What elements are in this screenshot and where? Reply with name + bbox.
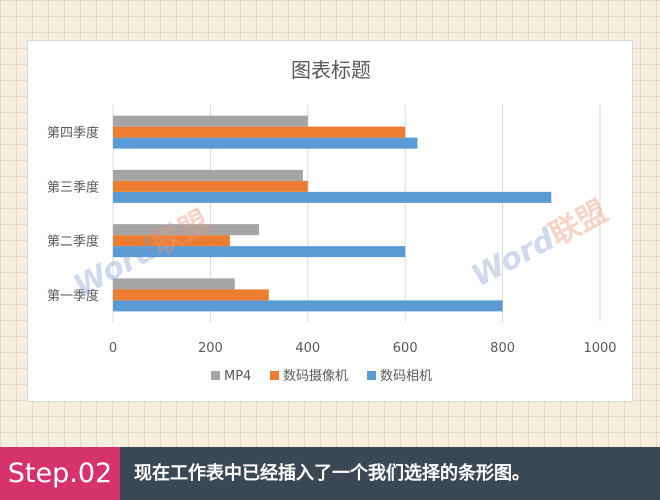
bar-数码相机-第一季度 — [113, 300, 503, 312]
bar-数码相机-第四季度 — [113, 137, 418, 149]
chart-title: 图表标题 — [291, 58, 371, 82]
bar-数码摄像机-第四季度 — [113, 126, 406, 138]
step-caption: 现在工作表中已经插入了一个我们选择的条形图。 — [134, 463, 530, 484]
bar-数码摄像机-第三季度 — [113, 180, 308, 192]
step-badge: Step.02 — [0, 447, 120, 500]
category-label: 第三季度 — [47, 179, 99, 195]
bar-数码相机-第三季度 — [113, 191, 552, 203]
bar-MP4-第二季度 — [113, 224, 260, 236]
category-label: 第四季度 — [47, 125, 99, 141]
x-tick-label: 800 — [490, 341, 515, 356]
legend-label: MP4 — [224, 369, 251, 384]
x-tick-label: 200 — [198, 341, 223, 356]
footer-bar: Step.02 现在工作表中已经插入了一个我们选择的条形图。 — [0, 447, 660, 500]
x-tick-label: 600 — [393, 341, 418, 356]
bar-MP4-第一季度 — [113, 278, 235, 290]
category-label: 第二季度 — [47, 234, 99, 250]
legend-label: 数码相机 — [380, 369, 432, 384]
x-tick-label: 0 — [109, 341, 117, 356]
chart-area[interactable]: 图表标题 0 200 400 600 800 1000 第一季度 第二季度 第三季度 第四季度 MP4… — [27, 40, 633, 402]
legend-swatch — [211, 371, 220, 380]
legend-swatch — [367, 371, 376, 380]
category-label: 第一季度 — [47, 288, 99, 304]
bar-数码摄像机-第一季度 — [113, 289, 269, 301]
bar-MP4-第四季度 — [113, 115, 308, 127]
bar-chart: 图表标题 0 200 400 600 800 1000 第一季度 第二季度 第三季度 第四季度 MP4… — [47, 58, 617, 384]
bar-MP4-第三季度 — [113, 169, 303, 181]
legend-label: 数码摄像机 — [283, 369, 348, 384]
x-tick-label: 1000 — [583, 341, 616, 356]
bar-数码摄像机-第二季度 — [113, 235, 230, 247]
bar-数码相机-第二季度 — [113, 246, 406, 258]
legend-swatch — [270, 371, 279, 380]
x-tick-label: 400 — [295, 341, 320, 356]
